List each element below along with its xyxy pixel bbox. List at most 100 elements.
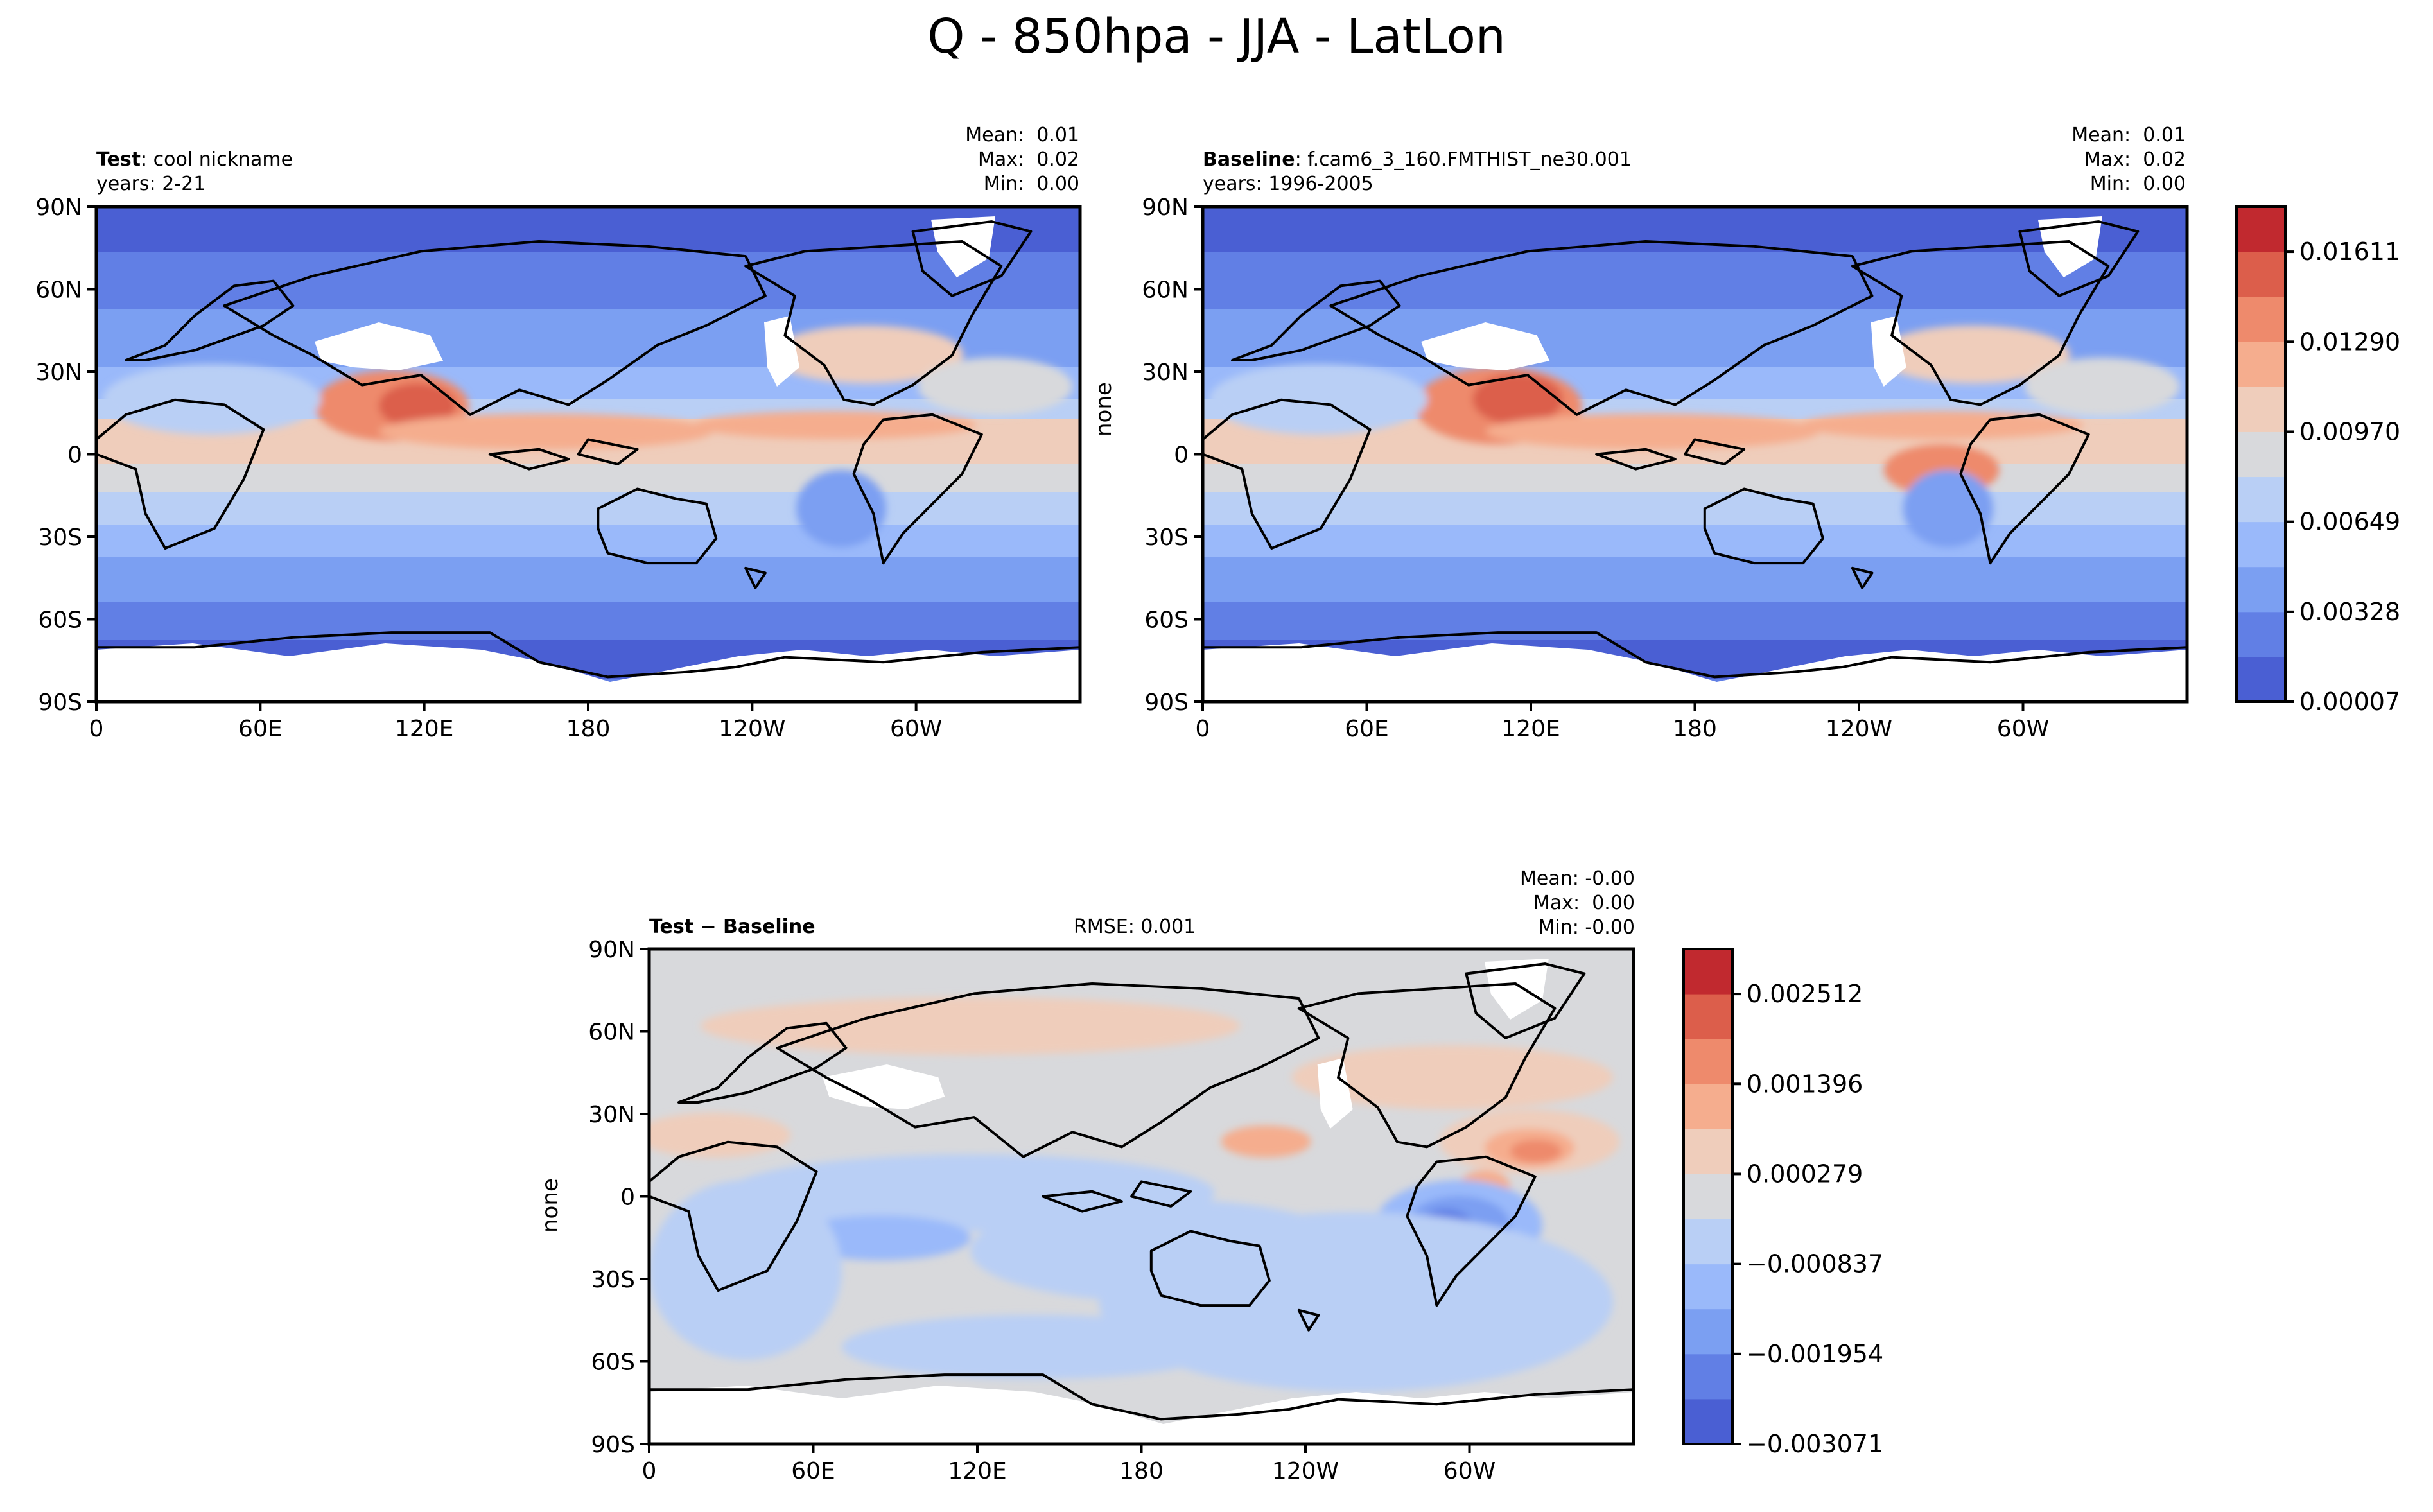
y-tick-label: 90N xyxy=(588,937,635,963)
colorbar-swatch xyxy=(2237,252,2285,297)
colorbar-tick-label: 0.001396 xyxy=(1747,1070,1863,1098)
colorbar-swatch xyxy=(1684,1084,1732,1129)
colorbar-swatch xyxy=(1684,1219,1732,1265)
y-tick-label: 90S xyxy=(591,1432,635,1458)
coastline xyxy=(1297,1308,1320,1332)
y-tick-label: 0 xyxy=(620,1185,635,1211)
y-tick-label: 60N xyxy=(1142,277,1189,304)
y-tick-label: 90S xyxy=(38,690,82,716)
x-tick-label: 60E xyxy=(791,1458,835,1484)
x-tick-label: 120E xyxy=(395,716,453,742)
axes: 0 60E 120E 180 120W 60W 90N 60N 30N 0 30S 60S 90S 0 60… xyxy=(35,195,2189,1484)
coastline-group-0 xyxy=(95,220,1081,679)
x-tick-label: 0 xyxy=(642,1458,657,1484)
baseline-label-name: : f.cam6_3_160.FMTHIST_ne30.001 xyxy=(1295,148,1632,171)
coastline xyxy=(1465,962,1586,1039)
colorbar-0: 0.01611 0.01290 0.00970 0.00649 0.00328 0.000… xyxy=(2235,205,2400,716)
coastline xyxy=(1406,1155,1537,1307)
coastline-group-2 xyxy=(648,962,1634,1421)
x-tick-label: 120E xyxy=(1501,716,1560,742)
colorbar-tick-label: −0.001954 xyxy=(1747,1340,1883,1368)
coastline xyxy=(125,279,295,361)
colorbar-swatch xyxy=(2237,387,2285,432)
x-tick-label: 60W xyxy=(1997,716,2049,742)
baseline-stats: Mean: 0.01 Max: 0.02 Min: 0.00 xyxy=(2071,123,2186,196)
diff-min: Min: -0.00 xyxy=(1538,916,1635,939)
x-tick-label: 60E xyxy=(1345,716,1389,742)
y-tick-label: 60N xyxy=(35,277,82,304)
coastline xyxy=(911,220,1033,297)
coastline xyxy=(95,398,265,550)
coastline xyxy=(744,240,1003,406)
colorbar-swatch xyxy=(1684,1398,1732,1445)
baseline-ylabel: none xyxy=(1091,382,1117,437)
baseline-min: Min: 0.00 xyxy=(2089,173,2186,195)
colorbar-tick-label: 0.00007 xyxy=(2299,688,2400,716)
colorbar-swatch xyxy=(2237,297,2285,342)
coastline xyxy=(1329,240,1874,416)
x-tick-label: 60W xyxy=(890,716,942,742)
axis-group-2: 0 60E 120E 180 120W 60W 90N 60N 30N 0 30S 60S 90S xyxy=(588,937,1635,1484)
colorbar-swatch xyxy=(1684,1174,1732,1220)
x-tick-label: 60W xyxy=(1443,1458,1496,1484)
coastline xyxy=(1231,279,1401,361)
coastline xyxy=(649,1373,1634,1421)
diff-mean: Mean: -0.00 xyxy=(1519,867,1635,890)
coastline xyxy=(597,487,718,565)
x-tick-label: 60E xyxy=(238,716,283,742)
coastline xyxy=(852,413,983,565)
diff-max: Max: 0.00 xyxy=(1533,892,1635,914)
baseline-label-bold: Baseline xyxy=(1203,148,1295,171)
test-label-bold: Test xyxy=(96,148,141,171)
coastline xyxy=(1595,448,1677,471)
colorbar-swatch xyxy=(1684,994,1732,1039)
diff-stats: Mean: -0.00 Max: 0.00 Min: -0.00 xyxy=(1520,867,1635,940)
y-tick-label: 90S xyxy=(1144,690,1189,716)
y-tick-label: 30N xyxy=(1142,360,1189,386)
baseline-max: Max: 0.02 xyxy=(2084,148,2186,171)
coastline xyxy=(1203,631,2188,679)
x-tick-label: 120W xyxy=(1272,1458,1339,1484)
y-tick-label: 0 xyxy=(1174,442,1189,469)
x-tick-label: 180 xyxy=(566,716,611,742)
x-tick-label: 0 xyxy=(89,716,104,742)
colorbar-tick-label: 0.01290 xyxy=(2299,327,2400,356)
colorbar-frame xyxy=(1682,948,1734,1445)
coastline xyxy=(1149,1230,1271,1307)
colorbar-swatch xyxy=(2237,342,2285,387)
coastline xyxy=(2018,220,2140,297)
coastline xyxy=(1684,438,1746,465)
y-tick-label: 30S xyxy=(591,1267,635,1293)
coastline xyxy=(1851,240,2110,406)
diff-rmse: RMSE: 0.001 xyxy=(1074,916,1196,938)
y-tick-label: 30S xyxy=(38,525,82,551)
colorbar-tick-label: −0.000837 xyxy=(1747,1250,1883,1278)
figure-title: Q - 850hpa - JJA - LatLon xyxy=(927,9,1506,64)
baseline-mean: Mean: 0.01 xyxy=(2071,124,2186,146)
x-tick-label: 180 xyxy=(1673,716,1717,742)
test-max: Max: 0.02 xyxy=(978,148,1079,171)
coastlines xyxy=(95,220,2188,1421)
axis-group-0: 0 60E 120E 180 120W 60W 90N 60N 30N 0 30S 60S 90S xyxy=(35,195,1082,742)
colorbar-swatch xyxy=(2237,207,2285,252)
colorbar-swatch xyxy=(2237,611,2285,657)
y-tick-label: 30N xyxy=(35,360,82,386)
test-years: years: 2-21 xyxy=(96,173,206,195)
test-label-name: : cool nickname xyxy=(141,148,293,171)
colorbar-1: 0.002512 0.001396 0.000279 −0.000837 −0.0019… xyxy=(1682,948,1883,1458)
test-min: Min: 0.00 xyxy=(983,173,1079,195)
y-tick-label: 60S xyxy=(38,607,82,634)
coastline xyxy=(577,438,639,465)
diff-ylabel: none xyxy=(537,1178,563,1233)
colorbar-swatch xyxy=(1684,1039,1732,1084)
coastline xyxy=(1042,1190,1123,1213)
coastline xyxy=(1201,398,1372,550)
colorbar-tick-label: 0.00649 xyxy=(2299,508,2400,536)
colorbar-swatch xyxy=(2237,656,2285,702)
colorbar-swatch xyxy=(2237,476,2285,523)
test-stats: Mean: 0.01 Max: 0.02 Min: 0.00 xyxy=(965,123,1079,196)
colorbar-tick-label: 0.002512 xyxy=(1747,980,1863,1008)
colorbar-swatch xyxy=(1684,1129,1732,1174)
